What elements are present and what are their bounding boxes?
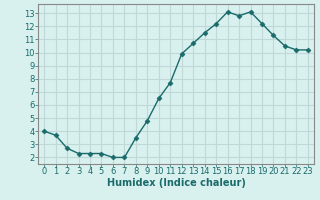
X-axis label: Humidex (Indice chaleur): Humidex (Indice chaleur) bbox=[107, 178, 245, 188]
